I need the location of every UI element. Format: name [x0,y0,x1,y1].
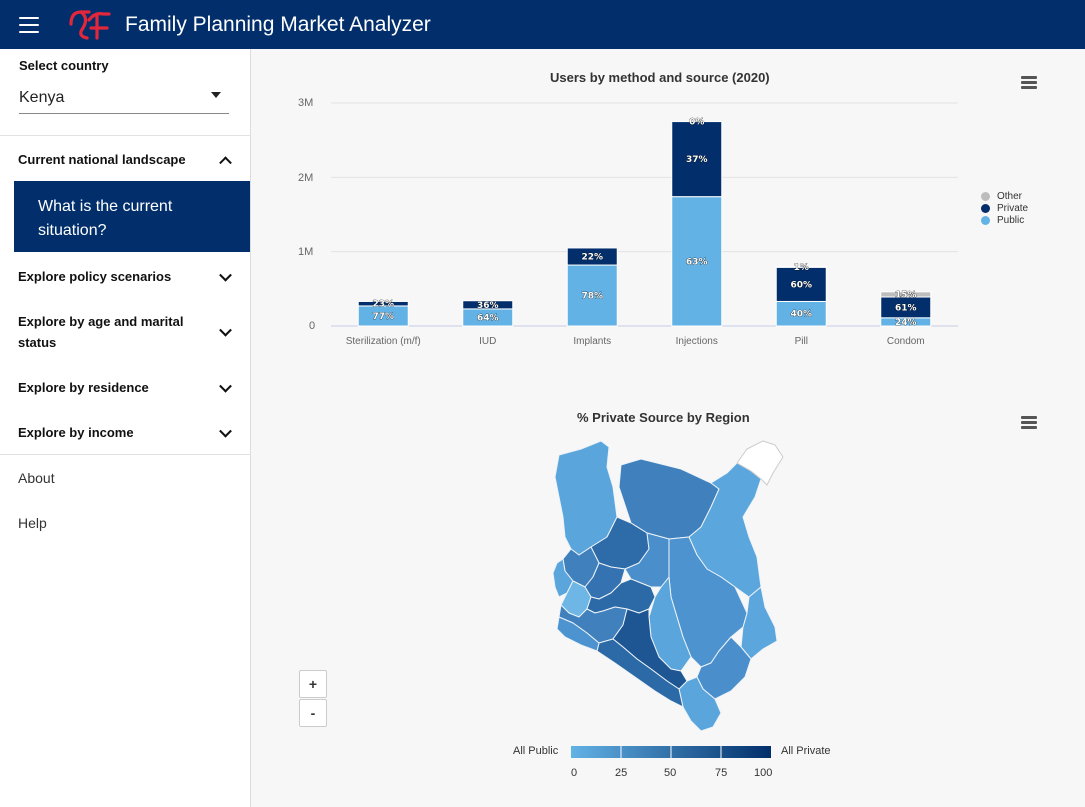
data-label: 64% [477,313,499,323]
nav-explore-policy-scenarios[interactable]: Explore policy scenarios [18,266,240,287]
y-tick-label: 1M [298,246,314,258]
data-label: 1% [794,263,809,273]
legend-item-private[interactable]: Private [981,203,1028,214]
y-tick-label: 0 [309,320,316,332]
bar-private[interactable] [566,247,618,266]
nav-current-national-landscape[interactable]: Current national landscape [18,149,240,170]
nav-label: Explore by age and marital status [18,314,184,350]
map-region [740,586,778,660]
nav-label: Explore by income [18,425,134,440]
colorbar-tick: 25 [615,767,628,779]
colorbar [571,746,771,758]
legend-dot-public [981,216,990,225]
zoom-out-button[interactable]: - [299,699,327,727]
y-tick-label: 3M [298,97,314,109]
select-country-label: Select country [19,58,109,73]
legend-label: Public [997,215,1025,226]
bar-public[interactable] [566,264,618,327]
x-tick-label: Injections [676,336,718,347]
divider [0,135,250,136]
nav-explore-age-marital[interactable]: Explore by age and marital status [18,311,240,353]
colorbar-max-label: All Private [781,745,831,757]
legend-label: Other [997,191,1023,202]
bar-other[interactable] [775,266,827,268]
map-title: % Private Source by Region [577,410,750,425]
app-logo [69,9,111,40]
colorbar-tick: 75 [715,767,728,779]
nav-label: Current national landscape [18,152,186,167]
colorbar-tick: 100 [754,767,773,779]
data-label: 63% [686,257,708,267]
legend-label: Private [997,203,1029,214]
data-label: 37% [686,155,708,165]
x-tick-label: Pill [795,336,808,347]
chevron-down-icon [219,424,232,438]
legend-dot-private [981,204,990,213]
data-label: 23% [372,300,394,310]
colorbar-min-label: All Public [513,745,559,757]
map-region [736,440,784,486]
x-tick-label: IUD [479,336,496,347]
colorbar-tick: 0 [571,767,578,779]
bar-private[interactable] [671,121,723,198]
data-label: 36% [477,301,499,311]
bar-public[interactable] [775,300,827,327]
main-content: Users by method and source (2020) 3M 2M … [251,49,1085,807]
chevron-down-icon [219,323,232,337]
country-select-value: Kenya [19,89,65,106]
about-link[interactable]: About [18,470,55,486]
menu-icon[interactable] [19,16,39,33]
nav-explore-residence[interactable]: Explore by residence [18,377,240,398]
caret-down-icon [211,92,221,98]
map-region [556,616,600,652]
data-label: 77% [372,312,394,322]
sidebar: Select country Kenya Current national la… [0,49,251,807]
data-label: 22% [581,252,603,262]
chevron-up-icon [219,155,232,169]
nav-label: Explore policy scenarios [18,269,172,284]
data-label: 40% [790,310,812,320]
legend-item-other[interactable]: Other [981,191,1022,202]
x-tick-label: Sterilization (m/f) [346,336,421,347]
nav-explore-income[interactable]: Explore by income [18,422,240,443]
nav-label: Explore by residence [18,380,149,395]
map-menu-icon[interactable] [1021,416,1037,429]
y-tick-label: 2M [298,172,314,184]
bar-private[interactable] [357,300,409,307]
x-tick-label: Condom [887,336,925,347]
map-region [596,638,684,708]
zoom-in-button[interactable]: + [299,670,327,698]
app-title: Family Planning Market Analyzer [125,12,431,36]
data-label: 0% [689,118,704,128]
data-label: 24% [895,318,917,328]
app-header: Family Planning Market Analyzer [0,0,1085,49]
map-region [552,558,574,598]
bar-chart-title: Users by method and source (2020) [550,70,770,85]
chevron-down-icon [219,379,232,393]
bar-private[interactable] [775,266,827,302]
bar-public[interactable] [671,196,723,327]
help-link[interactable]: Help [18,515,47,531]
country-select[interactable]: Kenya [19,83,229,114]
legend-dot-other [981,192,990,201]
data-label: 78% [581,292,603,302]
legend-item-public[interactable]: Public [981,215,1024,226]
nav-what-is-current-situation[interactable]: What is the current situation? [14,181,250,252]
data-label: 61% [895,303,917,313]
data-label: 15% [895,290,917,300]
chevron-down-icon [219,268,232,282]
bar-other[interactable] [880,291,932,298]
chart-menu-icon[interactable] [1021,76,1037,89]
bar-private[interactable] [462,300,514,310]
x-tick-label: Implants [573,336,611,347]
kenya-region-map[interactable] [551,437,791,732]
divider [0,454,250,455]
colorbar-tick: 50 [664,767,677,779]
bar-chart: 77% 23% Sterilization (m/f) 64% 36% IUD 78% 22%… [331,102,958,347]
data-label: 60% [790,280,812,290]
